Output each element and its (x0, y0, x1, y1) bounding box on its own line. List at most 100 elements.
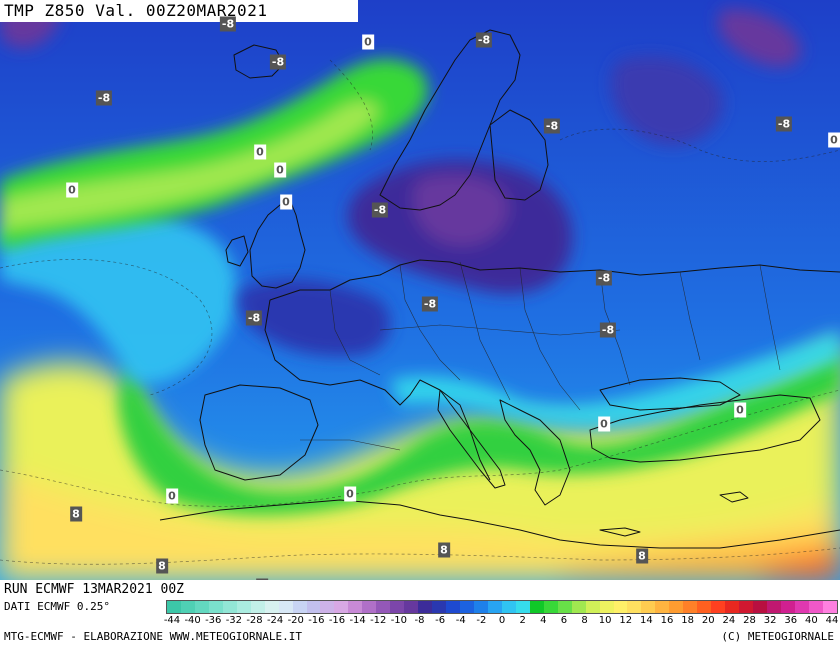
legend-tick-label: 4 (540, 615, 547, 626)
legend-tick-label: -2 (476, 615, 487, 626)
legend-swatch (585, 601, 600, 613)
legend-tick-label: -28 (246, 615, 263, 626)
legend-tick-label: 12 (619, 615, 633, 626)
legend-swatch (655, 601, 670, 613)
legend-swatch (683, 601, 698, 613)
legend-tick-label: 6 (560, 615, 568, 626)
legend-swatch (250, 601, 265, 613)
legend-swatch (362, 601, 377, 613)
legend-swatch (306, 601, 321, 613)
legend-tick-label: -14 (349, 615, 366, 626)
isotherm-value-label: -8 (269, 54, 287, 70)
isotherm-value-label: 0 (166, 488, 178, 504)
legend-swatch (599, 601, 614, 613)
credits-right: (C) METEOGIORNALE (721, 630, 834, 643)
legend-tick-label: -20 (287, 615, 304, 626)
legend-tick-label: -8 (414, 615, 425, 626)
legend-swatch (822, 601, 837, 613)
legend-tick-label: 2 (519, 615, 526, 626)
legend-swatch (236, 601, 251, 613)
isotherm-value-label: 0 (274, 162, 286, 178)
isotherm-value-label: -8 (95, 90, 113, 106)
legend-tick-label: 10 (598, 615, 612, 626)
legend-swatch (376, 601, 391, 613)
legend-tick-label: -4 (455, 615, 466, 626)
legend-tick-label: -44 (163, 615, 181, 626)
temperature-map (0, 0, 840, 580)
run-info: RUN ECMWF 13MAR2021 00Z (4, 582, 185, 597)
isotherm-value-label: 0 (280, 194, 292, 210)
legend-swatch (515, 601, 530, 613)
legend-swatch (487, 601, 502, 613)
legend-swatch (167, 601, 181, 613)
legend-swatch (180, 601, 195, 613)
legend-swatch (390, 601, 405, 613)
legend-tick-label: -32 (225, 615, 243, 626)
isotherm-value-label: 8 (438, 542, 450, 558)
isotherm-value-label: 0 (344, 486, 356, 502)
legend-swatch (753, 601, 767, 613)
legend-swatch (473, 601, 488, 613)
isotherm-value-label: -8 (543, 118, 561, 134)
legend-swatch (222, 601, 237, 613)
isotherm-value-label: 0 (598, 416, 610, 432)
legend-tick-label: -12 (370, 615, 387, 626)
legend-swatch (543, 601, 558, 613)
isotherm-value-label: -8 (421, 296, 439, 312)
legend-swatch (501, 601, 516, 613)
legend-swatch (264, 601, 279, 613)
isotherm-value-label: 8 (156, 558, 168, 574)
legend-swatch (739, 601, 754, 613)
map-title: TMP Z850 Val. 00Z20MAR2021 (0, 0, 358, 22)
legend-tick-label: 28 (743, 615, 756, 626)
legend-tick-label: 16 (660, 615, 674, 626)
legend-tick-label: -40 (184, 615, 201, 626)
legend-swatch (669, 601, 684, 613)
legend-swatch (613, 601, 628, 613)
legend-swatch (460, 601, 474, 613)
isotherm-value-label: 8 (636, 548, 648, 564)
legend-tick-label: 8 (581, 615, 588, 626)
legend-tick-labels: -44 -40 -36 -32 -28 -24 -20 -16 -16 -14 -12 -10 -8 -6… (163, 615, 839, 627)
isotherm-value-label: -8 (595, 270, 613, 286)
isotherm-value-label: 0 (66, 182, 78, 198)
isotherm-value-label: 0 (362, 34, 374, 50)
isotherm-value-label: 0 (734, 402, 746, 418)
legend-tick-label: 24 (722, 615, 736, 626)
legend-swatch (641, 601, 656, 613)
legend-tick-label: -36 (205, 615, 222, 626)
isotherm-value-label: -8 (371, 202, 389, 218)
legend-tick-label: -6 (435, 615, 446, 626)
legend-swatch (766, 601, 781, 613)
credits-left: MTG-ECMWF - ELABORAZIONE WWW.METEOGIORNA… (4, 630, 303, 643)
legend-swatch (292, 601, 307, 613)
legend-swatch (446, 601, 461, 613)
legend-swatch (697, 601, 712, 613)
legend-swatch (404, 601, 419, 613)
color-legend (166, 600, 838, 614)
legend-swatch (557, 601, 572, 613)
legend-tick-label: -16 (328, 615, 346, 626)
legend-swatch (208, 601, 223, 613)
isotherm-value-label: -8 (245, 310, 263, 326)
isotherm-value-label: -8 (219, 16, 237, 32)
data-source: DATI ECMWF 0.25° (4, 600, 110, 613)
legend-swatch (278, 601, 293, 613)
legend-swatch (794, 601, 809, 613)
legend-swatch (571, 601, 586, 613)
legend-swatch (320, 601, 335, 613)
legend-tick-label: 20 (701, 615, 715, 626)
legend-swatch (334, 601, 349, 613)
legend-swatch (529, 601, 544, 613)
legend-tick-label: 32 (763, 615, 777, 626)
isotherm-value-label: -8 (475, 32, 493, 48)
isotherm-value-label: -8 (775, 116, 793, 132)
legend-tick-label: 40 (805, 615, 818, 626)
legend-tick-label: 14 (640, 615, 653, 626)
legend-swatch (432, 601, 447, 613)
legend-swatch (418, 601, 433, 613)
legend-swatch (348, 601, 363, 613)
isotherm-value-label: -8 (599, 322, 617, 338)
legend-tick-label: 0 (498, 615, 506, 626)
isotherm-value-label: 0 (828, 132, 840, 148)
